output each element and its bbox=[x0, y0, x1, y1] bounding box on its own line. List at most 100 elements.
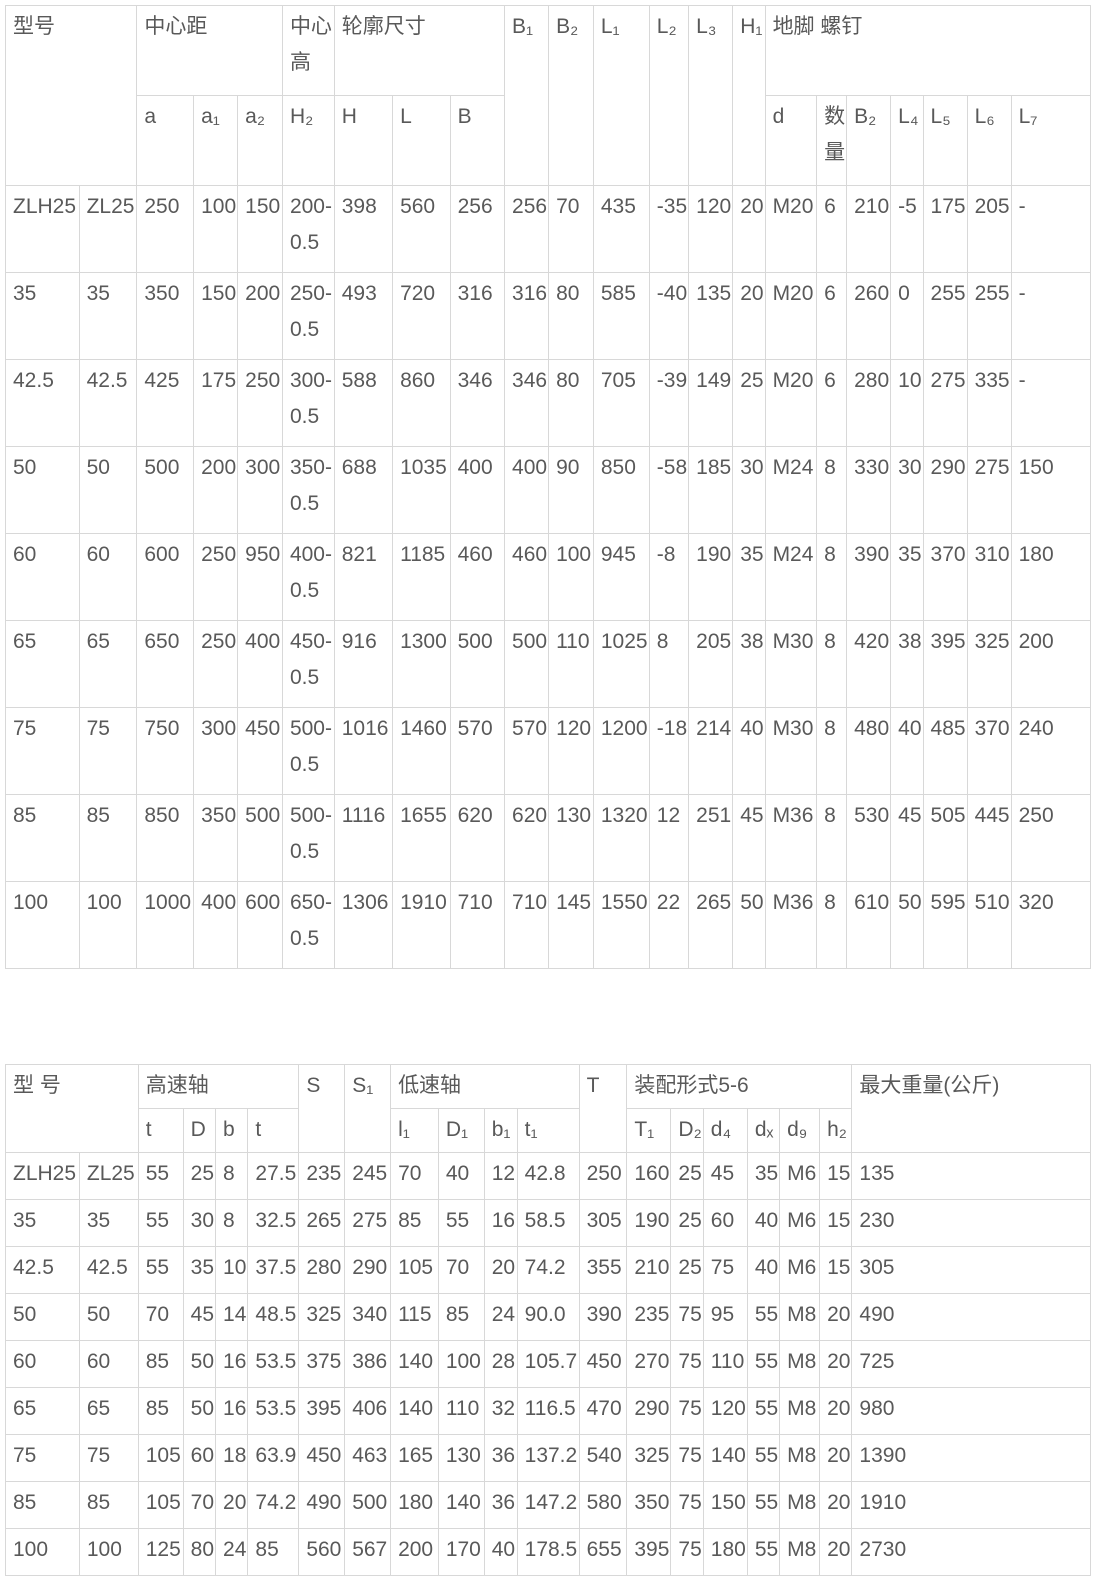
table-cell: 510 bbox=[966, 881, 1012, 969]
column-header-assembly-form: 装配形式5-6 bbox=[626, 1064, 853, 1109]
table-cell: 42.5 bbox=[78, 1246, 139, 1294]
table-cell: 275 bbox=[922, 359, 968, 447]
table-cell: 25 bbox=[670, 1199, 704, 1247]
table-cell: 350-0.5 bbox=[281, 446, 335, 534]
table-cell: 400 bbox=[504, 446, 550, 534]
column-header-t: T bbox=[578, 1064, 628, 1153]
table-cell: -5 bbox=[890, 185, 924, 273]
table-cell: 400 bbox=[237, 620, 283, 708]
table-cell: 50 bbox=[732, 881, 766, 969]
table-cell: 750 bbox=[136, 707, 195, 795]
table-cell: 105 bbox=[137, 1434, 184, 1482]
table-cell: 45 bbox=[890, 794, 924, 882]
shaft-table-body: ZLH25 ZL25 55 25 8 27.5 235 245 70 40 12 42.8 250 160… bbox=[5, 1152, 1091, 1576]
table-cell: 560 bbox=[298, 1528, 346, 1576]
table-cell: 8 bbox=[816, 620, 848, 708]
table-cell: 6 bbox=[816, 359, 848, 447]
table-cell: 55 bbox=[746, 1481, 781, 1529]
table-cell: 860 bbox=[392, 359, 451, 447]
column-header: 数量 bbox=[816, 95, 848, 186]
table-cell: 435 bbox=[592, 185, 650, 273]
table-row: 42.5 42.5 425 175 250 300-0.5 588 860 346 346 80 70… bbox=[5, 359, 1092, 447]
table-cell: 850 bbox=[592, 446, 650, 534]
table-cell: 75 bbox=[670, 1387, 704, 1435]
table-cell: 20 bbox=[483, 1246, 518, 1294]
table-cell: 620 bbox=[449, 794, 506, 882]
table-cell: 50 bbox=[78, 446, 138, 534]
table-cell: 290 bbox=[922, 446, 968, 534]
table-cell: 1185 bbox=[392, 533, 451, 621]
table-cell: 42.5 bbox=[5, 1246, 80, 1294]
table-cell: 85 bbox=[78, 1481, 139, 1529]
table-cell: 1655 bbox=[392, 794, 451, 882]
column-header-l1: L₁ bbox=[592, 5, 650, 186]
table-cell: 75 bbox=[5, 707, 80, 795]
table-cell: 24 bbox=[483, 1293, 518, 1341]
table-cell: 110 bbox=[437, 1387, 485, 1435]
table-cell: 450 bbox=[298, 1434, 346, 1482]
table-cell: 610 bbox=[846, 881, 892, 969]
table-cell: 406 bbox=[344, 1387, 392, 1435]
table-cell: 250 bbox=[578, 1152, 628, 1200]
table-cell: 950 bbox=[237, 533, 283, 621]
table-cell: 20 bbox=[732, 272, 766, 360]
table-cell: 95 bbox=[702, 1293, 748, 1341]
table-cell: 170 bbox=[437, 1528, 485, 1576]
table-cell: 500 bbox=[449, 620, 506, 708]
table-cell: M8 bbox=[779, 1293, 821, 1341]
column-header-center-height: 中心高 bbox=[281, 5, 335, 96]
table-cell: 460 bbox=[449, 533, 506, 621]
table-cell: 16 bbox=[215, 1387, 249, 1435]
table-cell: 70 bbox=[437, 1246, 485, 1294]
column-header: a bbox=[136, 95, 195, 186]
table-cell: 20 bbox=[819, 1340, 853, 1388]
table-cell: 100 bbox=[5, 881, 80, 969]
table-cell: 600 bbox=[136, 533, 195, 621]
table-cell: 2730 bbox=[851, 1528, 1091, 1576]
table-cell: 245 bbox=[344, 1152, 392, 1200]
table-cell: 149 bbox=[688, 359, 734, 447]
table-cell: 45 bbox=[702, 1152, 748, 1200]
table-cell: 588 bbox=[333, 359, 394, 447]
table-cell: 335 bbox=[966, 359, 1012, 447]
column-header-center-distance: 中心距 bbox=[136, 5, 283, 96]
column-header: H₂ bbox=[281, 95, 335, 186]
table-cell: 8 bbox=[816, 794, 848, 882]
table-cell: 400-0.5 bbox=[281, 533, 335, 621]
table-cell: 140 bbox=[390, 1340, 439, 1388]
table-cell: 320 bbox=[1010, 881, 1092, 969]
table-row: 50 50 70 45 14 48.5 325 340 115 85 24 90.0 390 235 75 9… bbox=[5, 1293, 1091, 1341]
table-row: 85 85 850 350 500 500-0.5 1116 1655 620 620 130 132… bbox=[5, 794, 1092, 882]
table-cell: 340 bbox=[344, 1293, 392, 1341]
table-cell: 710 bbox=[449, 881, 506, 969]
table-cell: 35 bbox=[746, 1152, 781, 1200]
table-cell: 205 bbox=[688, 620, 734, 708]
table-cell: M20 bbox=[764, 272, 818, 360]
table-cell: 18 bbox=[215, 1434, 249, 1482]
table-cell: 390 bbox=[578, 1293, 628, 1341]
table-row: ZLH25 ZL25 250 100 150 200-0.5 398 560 256 256 70 4… bbox=[5, 185, 1092, 273]
table-row: 100 100 1000 400 600 650-0.5 1306 1910 710 710 145… bbox=[5, 881, 1092, 969]
table-cell: 55 bbox=[746, 1293, 781, 1341]
table-cell: 395 bbox=[298, 1387, 346, 1435]
table-cell: 375 bbox=[298, 1340, 346, 1388]
table-cell: 400 bbox=[193, 881, 239, 969]
table-cell: 42.5 bbox=[78, 359, 138, 447]
table-cell: 55 bbox=[437, 1199, 485, 1247]
table-cell: 75 bbox=[78, 1434, 139, 1482]
table-cell: 50 bbox=[5, 1293, 80, 1341]
table-cell: 595 bbox=[922, 881, 968, 969]
table-cell: 60 bbox=[78, 533, 138, 621]
table-cell: 585 bbox=[592, 272, 650, 360]
table-cell: - bbox=[1010, 272, 1092, 360]
table-row: 50 50 500 200 300 350-0.5 688 1035 400 400 90 850 -5… bbox=[5, 446, 1092, 534]
table-cell: 20 bbox=[819, 1528, 853, 1576]
column-header-s1: S₁ bbox=[344, 1064, 392, 1153]
table-row: 75 75 105 60 18 63.9 450 463 165 130 36 137.2 540 325… bbox=[5, 1434, 1091, 1482]
table-cell: 235 bbox=[626, 1293, 672, 1341]
table-cell: 250 bbox=[193, 533, 239, 621]
table-cell: 135 bbox=[851, 1152, 1091, 1200]
table-cell: 500 bbox=[344, 1481, 392, 1529]
table-cell: M30 bbox=[764, 620, 818, 708]
table-cell: 505 bbox=[922, 794, 968, 882]
